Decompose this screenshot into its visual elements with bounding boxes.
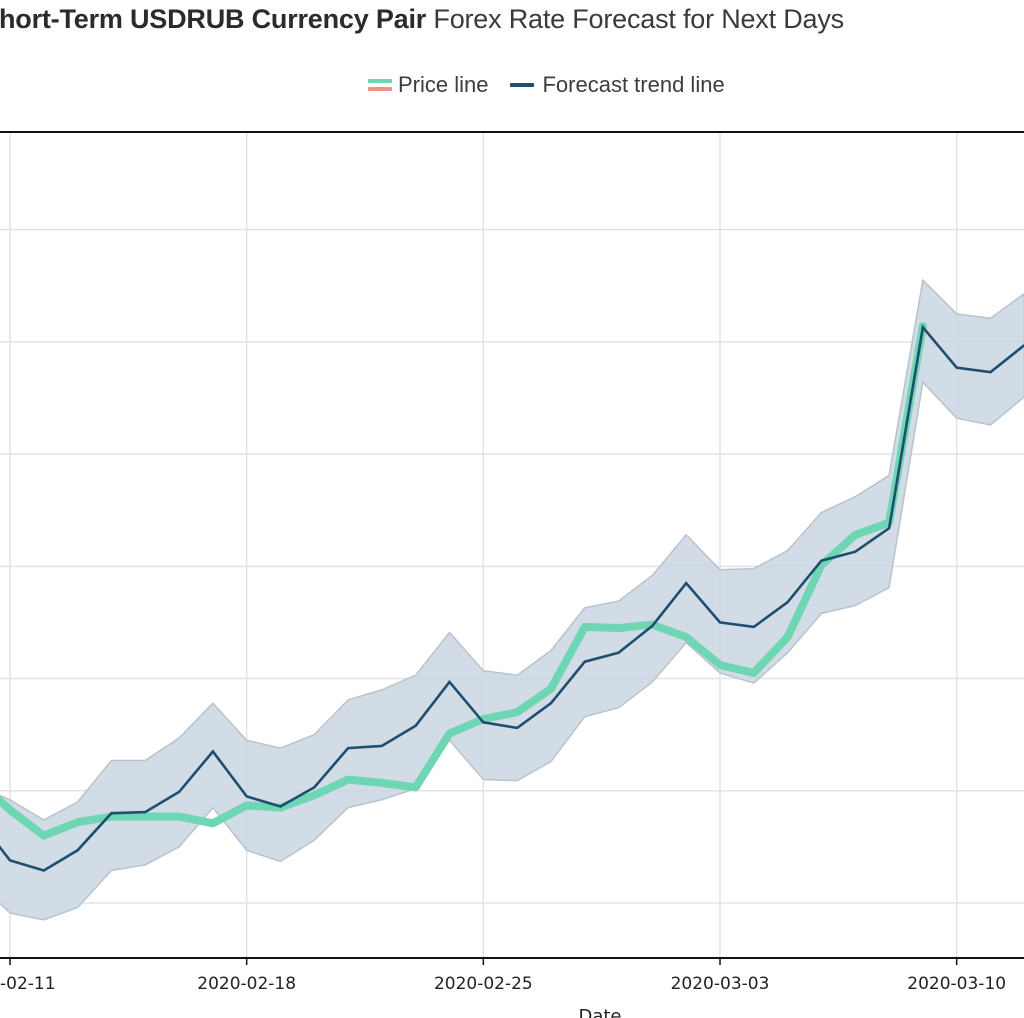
x-tick-label: 2020-02-18 (197, 974, 296, 994)
x-tick-label: 2020-03-03 (671, 974, 770, 994)
x-axis-ticks: -02-11 2020-02-18 2020-02-25 2020-03-03 2020… (0, 958, 1006, 994)
legend-label-price-line: Price line (398, 72, 489, 97)
x-tick-label: -02-11 (0, 974, 56, 994)
forecast-line-swatch-icon (510, 83, 535, 87)
legend: Price line Forecast trend line (368, 72, 747, 98)
legend-item-price-line[interactable]: Price line (368, 72, 488, 98)
confidence-band (0, 278, 1024, 921)
legend-item-forecast-trend-line[interactable]: Forecast trend line (510, 72, 725, 98)
x-tick-label: 2020-03-10 (907, 974, 1006, 994)
plot-frame (0, 131, 1024, 959)
x-axis-title: Date (578, 1006, 621, 1018)
confidence-band-group (0, 278, 1024, 921)
chart-title-rest: Forex Rate Forecast for Next Days (426, 4, 844, 34)
legend-label-forecast-trend-line: Forecast trend line (542, 72, 725, 97)
price-line-swatch-icon (368, 77, 392, 93)
forecast-trend-line (0, 324, 1024, 872)
chart-title: hort-Term USDRUB Currency Pair Forex Rat… (0, 4, 844, 35)
series-lines (0, 322, 1024, 872)
x-tick-label: 2020-02-25 (434, 974, 533, 994)
chart-title-bold: hort-Term USDRUB Currency Pair (0, 4, 427, 34)
